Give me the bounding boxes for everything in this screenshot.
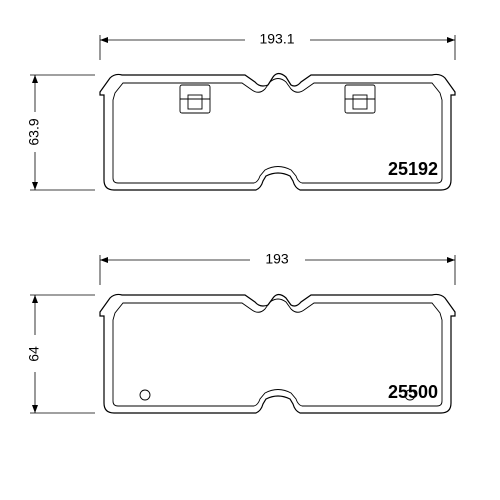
top-brake-pad: 25192	[100, 74, 455, 191]
top-width-label: 193.1	[259, 31, 294, 47]
bottom-height-label: 64	[26, 346, 42, 362]
top-sensor-right	[345, 85, 375, 113]
bottom-part-number: 25500	[388, 382, 438, 402]
top-sensor-left	[180, 85, 210, 113]
top-width-dimension: 193.1	[100, 31, 455, 60]
bottom-hole-left	[140, 390, 150, 400]
bottom-width-dimension: 193	[100, 251, 455, 285]
bottom-width-label: 193	[265, 251, 289, 267]
technical-drawing: 193.1 63.9 25192	[0, 0, 500, 500]
top-height-label: 63.9	[26, 118, 42, 145]
bottom-height-dimension: 64	[26, 295, 95, 413]
top-part-number: 25192	[388, 159, 438, 179]
top-height-dimension: 63.9	[26, 75, 95, 190]
bottom-brake-pad: 25500	[100, 294, 455, 413]
